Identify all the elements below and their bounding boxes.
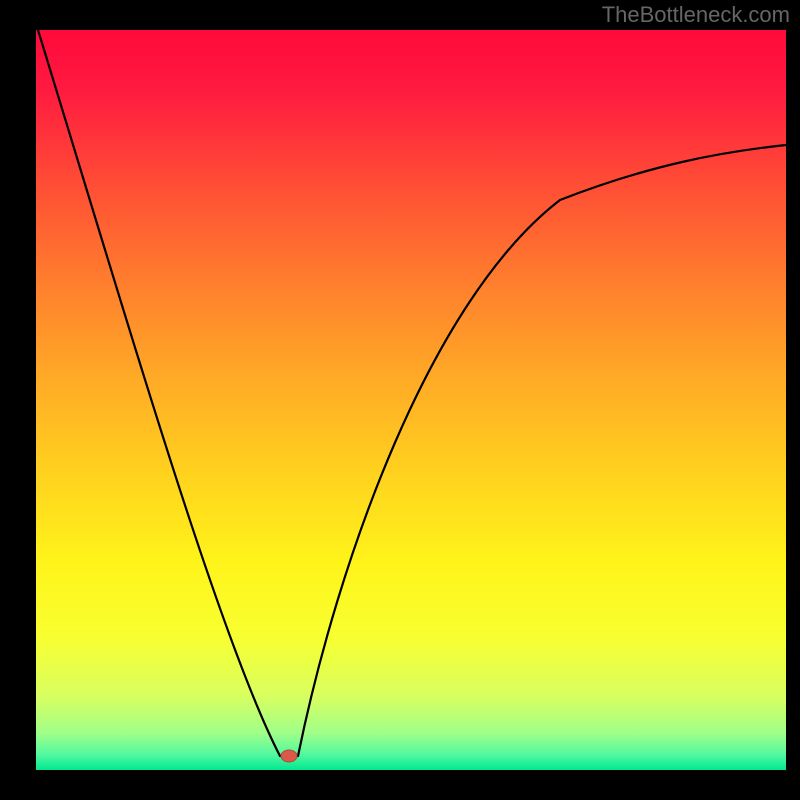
chart-canvas: TheBottleneck.com	[0, 0, 800, 800]
trough-marker	[281, 750, 297, 762]
plot-area	[36, 30, 786, 770]
chart-svg	[0, 0, 800, 800]
watermark-text: TheBottleneck.com	[602, 2, 790, 28]
